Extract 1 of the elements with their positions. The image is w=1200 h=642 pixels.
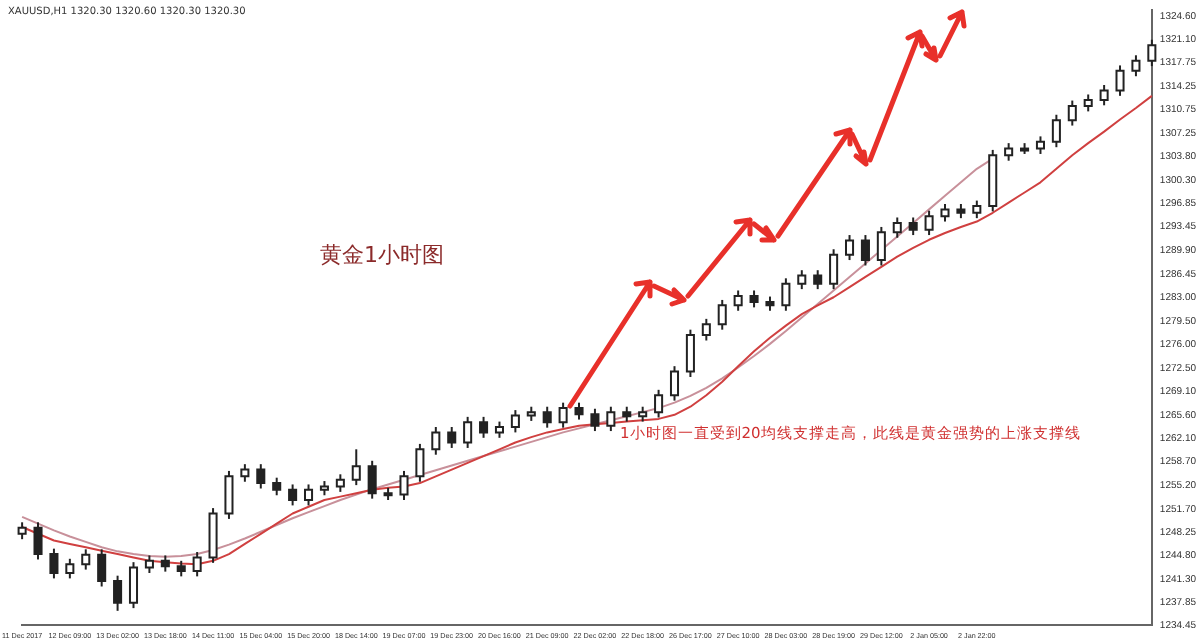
annotation: 黄金1小时图: [320, 240, 444, 270]
